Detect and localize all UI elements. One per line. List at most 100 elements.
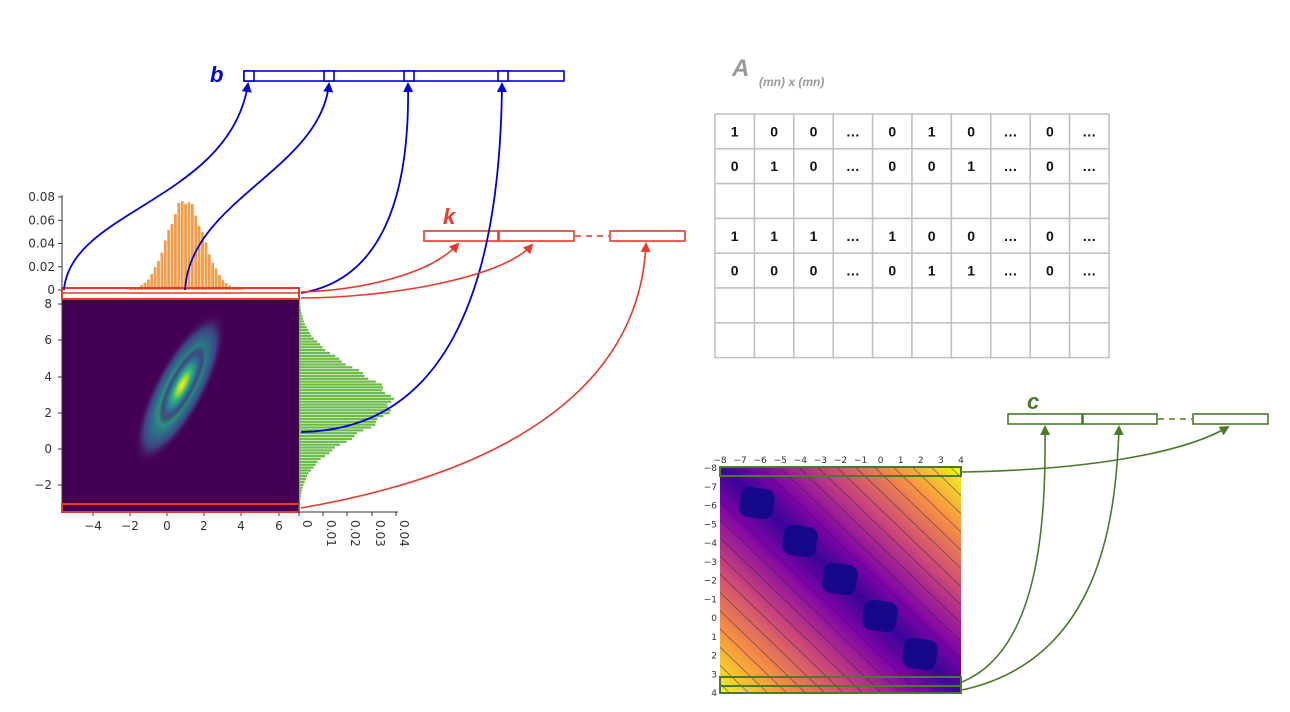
right-histogram-bar <box>299 412 390 415</box>
right-histogram-bar <box>299 495 301 498</box>
matrix-A: 1 0 0… 0 1 0… 0 …0 1 0… 0 0 1… 0 …1 1 1… 1 0 0… 0 …0 0 0… 0 1 1… 0… <box>714 113 1110 359</box>
right-histogram-bar <box>299 346 323 349</box>
vector-c <box>1007 413 1269 425</box>
top-histogram-tick-label: 0.02 <box>28 260 55 274</box>
matrix-cell-value: 0 <box>810 263 818 279</box>
right-histogram-bar <box>299 506 300 509</box>
right-histogram-bar <box>299 303 301 306</box>
top-histogram-bar <box>234 288 238 290</box>
contour-line <box>853 466 961 570</box>
matrix-cell-value: 1 <box>928 123 936 139</box>
contour-plot: −8 −7 −6 −5 −4 −3 −2 −1 0 1 2 3 4 −8 −7 −6 −5 −4 −3 −2 −1 0 1… <box>704 456 964 699</box>
matrix-cell-value: … <box>1004 228 1018 244</box>
matrix-cell-value: 0 <box>1046 263 1054 279</box>
matrix-cell <box>990 182 1031 220</box>
contour-y-tick-label: −8 <box>704 464 718 474</box>
right-histogram-bar <box>299 466 314 469</box>
top-histogram-bar <box>177 202 181 290</box>
matrix-cell <box>1068 287 1110 324</box>
contour-line <box>758 466 961 661</box>
top-histogram-bar <box>187 202 191 290</box>
matrix-cell-value: … <box>1004 123 1018 139</box>
right-histogram-bar <box>299 340 318 343</box>
right-histogram-bar <box>299 377 369 380</box>
top-histogram-bar <box>224 283 228 290</box>
label-b: b <box>210 62 223 87</box>
heatmap-top-row-2-highlight <box>61 292 300 300</box>
matrix-cell <box>832 322 874 359</box>
right-histogram-bar <box>299 455 326 458</box>
top-histogram-bar <box>201 232 204 290</box>
top-histogram-bar <box>218 275 221 290</box>
matrix-cell <box>714 287 756 324</box>
top-histogram-bar <box>160 252 164 290</box>
top-histogram-bar <box>170 223 174 290</box>
contour-x-tick-label: 1 <box>898 456 904 466</box>
right-histogram-bar <box>299 475 308 478</box>
right-histogram-bar <box>299 306 301 309</box>
matrix-cell-value: 0 <box>1046 158 1054 174</box>
heatmap-y-tick-label: 6 <box>44 333 52 347</box>
contour-bottom-row-2-highlight <box>719 685 962 694</box>
heatmap-y-tick-label: 8 <box>44 297 52 311</box>
right-histogram-bar <box>299 328 309 332</box>
right-histogram-bar <box>299 308 302 312</box>
top-histogram-bar <box>207 254 211 290</box>
top-histogram-bar <box>174 214 177 290</box>
contour-x-tick-label: −6 <box>754 456 768 466</box>
heatmap-x-tick-label: 0 <box>163 519 171 533</box>
contour-y-tick-label: −5 <box>704 520 717 530</box>
matrix-cell <box>1068 148 1110 185</box>
contour-line <box>815 466 961 606</box>
contour-y-tick-label: −1 <box>704 595 717 605</box>
contour-line <box>948 466 961 478</box>
label-A-subscript: (mn) x (mn) <box>759 75 824 89</box>
contour-y-tick-label: 1 <box>711 633 717 643</box>
right-histogram-bar <box>299 483 304 486</box>
matrix-cell-value: 0 <box>967 228 975 244</box>
right-histogram-bar <box>299 446 335 449</box>
right-histogram-bar <box>299 326 307 329</box>
matrix-cell-value: 0 <box>1046 228 1054 244</box>
right-histogram-tick-label: 0.03 <box>373 520 387 547</box>
matrix-cell-value: 0 <box>731 158 739 174</box>
right-histogram-bar <box>299 357 340 360</box>
matrix-cell-value: 1 <box>967 263 975 279</box>
top-histogram-bar <box>130 288 133 290</box>
matrix-cell-value: … <box>1004 263 1018 279</box>
right-histogram-bar <box>299 311 302 315</box>
right-histogram-bar <box>299 351 330 355</box>
right-histogram-bar <box>299 334 312 337</box>
right-histogram-bar <box>299 457 321 461</box>
right-histogram-tick-label: 0.04 <box>397 520 411 547</box>
heatmap-x-tick-label: −4 <box>84 519 102 533</box>
right-histogram-bar <box>299 509 300 512</box>
heatmap-x-tick-label: −2 <box>121 519 139 533</box>
matrix-cell-value: … <box>846 228 860 244</box>
matrix-cell <box>950 217 992 254</box>
matrix-cell <box>911 287 953 324</box>
matrix-cell <box>793 252 834 289</box>
top-histogram-tick-label: 0 <box>47 283 55 297</box>
heatmap-y-tick-label: 4 <box>44 370 52 384</box>
matrix-cell-value: 1 <box>731 123 739 139</box>
matrix-cell <box>1029 287 1071 324</box>
right-histogram-bar <box>299 486 303 489</box>
arrows-c <box>961 425 1230 691</box>
matrix-cell <box>753 287 795 324</box>
matrix-cell <box>911 182 953 220</box>
matrix-cell-value: … <box>1004 158 1018 174</box>
right-histogram-bar <box>299 300 301 303</box>
contour-x-tick-label: −3 <box>814 456 827 466</box>
matrix-cell <box>950 182 992 220</box>
contour-y-tick-label: −7 <box>704 483 717 493</box>
vector-k <box>423 230 686 242</box>
top-histogram-bar <box>157 260 160 290</box>
matrix-cell <box>753 182 795 220</box>
label-A: A <box>731 55 749 82</box>
right-histogram-bar <box>299 403 388 406</box>
right-histogram-bar <box>299 394 392 398</box>
matrix-cell <box>1068 113 1110 150</box>
top-histogram: 0.08 0.06 0.04 0.02 0 <box>28 190 245 297</box>
contour-y-tick-label: −2 <box>704 577 717 587</box>
